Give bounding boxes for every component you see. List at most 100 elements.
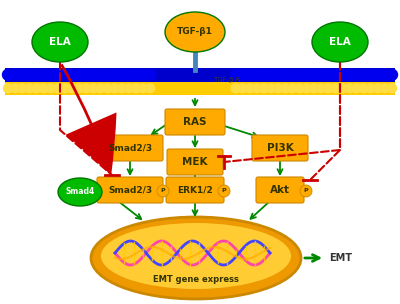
Circle shape — [10, 69, 21, 80]
Circle shape — [157, 185, 169, 197]
Circle shape — [109, 69, 120, 80]
Circle shape — [379, 69, 390, 80]
Circle shape — [274, 84, 283, 93]
Text: EMT: EMT — [329, 253, 352, 263]
Circle shape — [82, 84, 91, 93]
FancyBboxPatch shape — [166, 177, 224, 203]
Circle shape — [330, 69, 341, 80]
Circle shape — [110, 84, 119, 93]
Circle shape — [302, 84, 311, 93]
Circle shape — [132, 84, 140, 93]
Circle shape — [96, 84, 105, 93]
Circle shape — [89, 84, 98, 93]
Circle shape — [230, 69, 241, 80]
Circle shape — [244, 69, 255, 80]
Circle shape — [337, 69, 348, 80]
Bar — [5, 81, 395, 95]
Circle shape — [45, 69, 56, 80]
Text: Akt: Akt — [270, 185, 290, 195]
Circle shape — [53, 84, 62, 93]
FancyBboxPatch shape — [165, 109, 225, 135]
Text: Smad2/3: Smad2/3 — [108, 185, 152, 195]
Circle shape — [237, 69, 248, 80]
Text: Smad4: Smad4 — [65, 188, 95, 196]
Circle shape — [18, 84, 27, 93]
Circle shape — [260, 84, 268, 93]
Circle shape — [373, 84, 382, 93]
Circle shape — [130, 69, 142, 80]
Text: ELA: ELA — [49, 37, 71, 47]
Text: MEK: MEK — [182, 157, 208, 167]
Circle shape — [266, 69, 277, 80]
Text: ELA: ELA — [329, 37, 351, 47]
Circle shape — [138, 69, 149, 80]
Circle shape — [301, 69, 312, 80]
Circle shape — [388, 84, 396, 93]
Circle shape — [366, 84, 375, 93]
Circle shape — [316, 84, 325, 93]
Circle shape — [24, 69, 35, 80]
Ellipse shape — [32, 22, 88, 62]
Circle shape — [2, 69, 14, 80]
Text: TGF-β1: TGF-β1 — [177, 27, 213, 36]
Circle shape — [145, 69, 156, 80]
Circle shape — [309, 84, 318, 93]
FancyBboxPatch shape — [97, 135, 163, 161]
Circle shape — [218, 185, 230, 197]
Circle shape — [352, 84, 361, 93]
Circle shape — [238, 84, 247, 93]
Circle shape — [287, 69, 298, 80]
Circle shape — [372, 69, 383, 80]
Circle shape — [280, 69, 291, 80]
Circle shape — [288, 84, 297, 93]
Ellipse shape — [101, 223, 291, 289]
Text: P: P — [222, 188, 226, 194]
Circle shape — [60, 84, 69, 93]
Text: P: P — [161, 188, 165, 194]
Circle shape — [116, 69, 127, 80]
Circle shape — [95, 69, 106, 80]
Circle shape — [52, 69, 63, 80]
Circle shape — [322, 69, 334, 80]
Circle shape — [345, 84, 354, 93]
Circle shape — [258, 69, 270, 80]
Circle shape — [59, 69, 70, 80]
Circle shape — [74, 69, 85, 80]
Ellipse shape — [312, 22, 368, 62]
FancyBboxPatch shape — [256, 177, 304, 203]
Circle shape — [81, 69, 92, 80]
Text: Smad2/3: Smad2/3 — [108, 143, 152, 153]
Circle shape — [66, 69, 78, 80]
Circle shape — [117, 84, 126, 93]
Circle shape — [344, 69, 355, 80]
Ellipse shape — [58, 178, 102, 206]
Circle shape — [68, 84, 76, 93]
Circle shape — [252, 84, 261, 93]
Circle shape — [17, 69, 28, 80]
Circle shape — [351, 69, 362, 80]
Circle shape — [139, 84, 148, 93]
Ellipse shape — [91, 217, 301, 299]
Circle shape — [386, 69, 398, 80]
Circle shape — [75, 84, 84, 93]
Bar — [5, 68, 395, 81]
Text: TGF-β R: TGF-β R — [213, 77, 240, 83]
Circle shape — [294, 69, 305, 80]
Circle shape — [300, 185, 312, 197]
Circle shape — [273, 69, 284, 80]
Circle shape — [338, 84, 347, 93]
Ellipse shape — [165, 12, 225, 52]
Text: P: P — [304, 188, 308, 194]
Circle shape — [359, 84, 368, 93]
Circle shape — [123, 69, 134, 80]
Circle shape — [308, 69, 319, 80]
Circle shape — [358, 69, 369, 80]
Circle shape — [11, 84, 20, 93]
Circle shape — [380, 84, 389, 93]
Circle shape — [146, 84, 155, 93]
Text: EMT gene express: EMT gene express — [153, 275, 239, 285]
Text: PI3K: PI3K — [267, 143, 293, 153]
Circle shape — [315, 69, 326, 80]
Circle shape — [365, 69, 376, 80]
Circle shape — [4, 84, 12, 93]
